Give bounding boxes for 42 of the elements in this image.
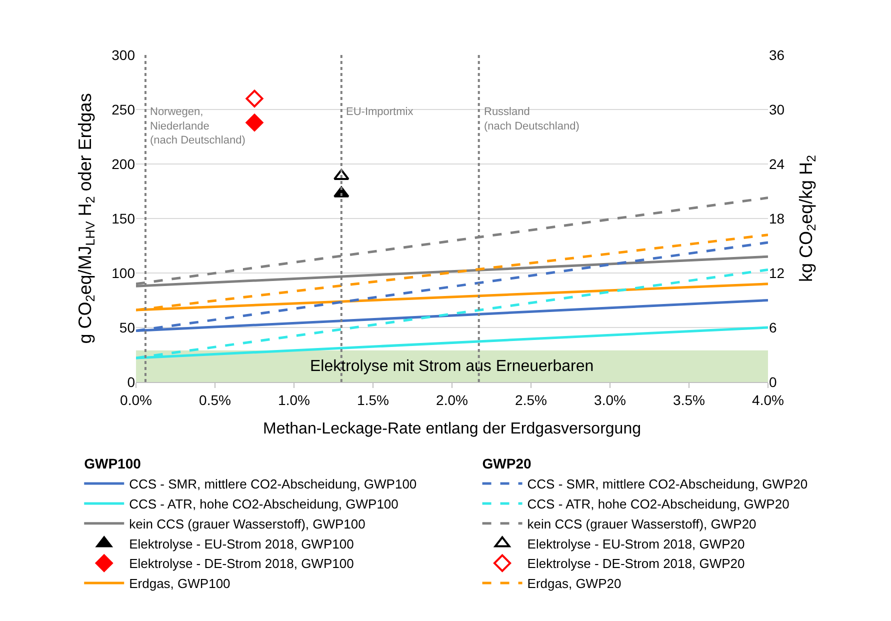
legend-label: CCS - SMR, mittlere CO2-Abscheidung, GWP100 (129, 476, 417, 492)
legend-label: Elektrolyse - EU-Strom 2018, GWP20 (527, 536, 745, 552)
y2-tick-label: 6 (769, 319, 777, 336)
y2-tick-label: 24 (769, 156, 785, 172)
y-tick-label: 150 (112, 210, 136, 226)
x-tick-label: 1.5% (357, 392, 389, 408)
legend-label: Elektrolyse - DE-Strom 2018, GWP20 (527, 556, 745, 572)
y-tick-label: 300 (112, 46, 136, 63)
x-tick-label: 2.5% (515, 392, 547, 408)
x-tick-label: 1.0% (278, 392, 310, 408)
text: GWP20 (482, 455, 532, 472)
x-tick-label: 3.5% (673, 392, 705, 408)
legend-label: Elektrolyse - DE-Strom 2018, GWP100 (129, 556, 354, 572)
x-tick-label: 2.0% (436, 392, 468, 408)
y2-tick-label: 36 (769, 46, 785, 63)
legend-label: Erdgas, GWP100 (129, 576, 230, 592)
y2-tick-label: 18 (769, 210, 785, 226)
legend-label: kein CCS (grauer Wasserstoff), GWP100 (129, 516, 366, 532)
x-tick-label: 0.0% (120, 392, 152, 408)
y-tick-label: 200 (112, 156, 136, 172)
legend-label: CCS - SMR, mittlere CO2-Abscheidung, GWP20 (527, 476, 808, 492)
y2-tick-label: 30 (769, 101, 785, 118)
band-label: Elektrolyse mit Strom aus Erneuerbaren (310, 358, 594, 375)
y-tick-label: 0 (127, 374, 136, 390)
y2-tick-label: 12 (769, 264, 785, 281)
legend-label: Erdgas, GWP20 (527, 576, 622, 592)
ref-line-label: Norwegen, Niederlande (nach Deutschland) (150, 106, 246, 147)
legend-label: kein CCS (grauer Wasserstoff), GWP20 (527, 516, 756, 532)
ref-line-label: EU-Importmix (346, 106, 414, 118)
ref-line-label: Russland (nach Deutschland) (484, 106, 580, 132)
x-tick-label: 0.5% (199, 392, 231, 408)
legend-label: CCS - ATR, hohe CO2-Abscheidung, GWP100 (129, 496, 398, 512)
legend-label: CCS - ATR, hohe CO2-Abscheidung, GWP20 (527, 496, 790, 512)
x-axis-title: Methan-Leckage-Rate entlang der Erdgasversorgung (262, 420, 642, 438)
legend-label: Elektrolyse - EU-Strom 2018, GWP100 (129, 536, 354, 552)
y2-tick-label: 0 (769, 374, 777, 390)
x-tick-label: 4.0% (752, 392, 784, 408)
y-tick-label: 50 (119, 319, 136, 336)
text: GWP100 (84, 455, 141, 472)
y-tick-label: 250 (112, 101, 136, 118)
x-tick-label: 3.0% (594, 392, 626, 408)
y-tick-label: 100 (112, 264, 136, 281)
